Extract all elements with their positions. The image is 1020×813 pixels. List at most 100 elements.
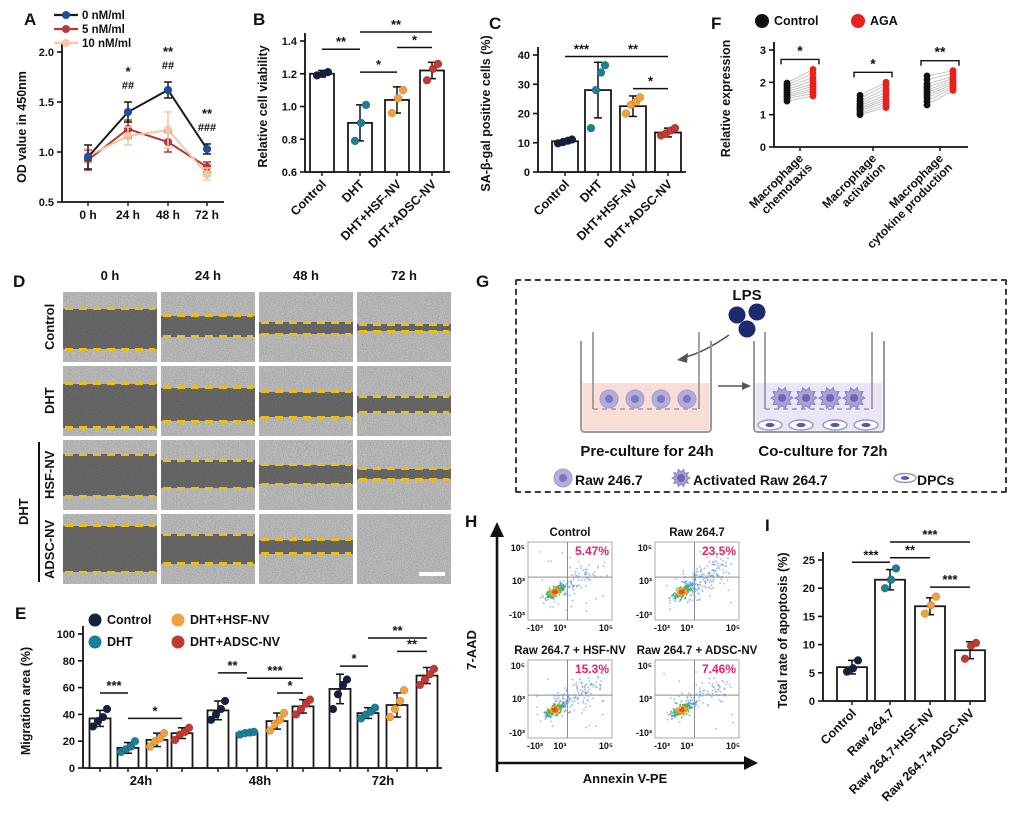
svg-text:**: ** <box>227 658 238 673</box>
svg-text:5.47%: 5.47% <box>575 544 609 558</box>
svg-text:Control: Control <box>531 177 572 218</box>
scratch-gap-band <box>259 464 353 485</box>
svg-text:10 nM/ml: 10 nM/ml <box>82 38 131 50</box>
svg-text:Annexin V-PE: Annexin V-PE <box>583 771 668 786</box>
scratch-gap-band <box>357 324 451 332</box>
d-row-label-control: Control <box>42 303 57 351</box>
panel-i-label: I <box>765 516 770 535</box>
svg-text:20: 20 <box>518 109 530 121</box>
svg-text:2: 2 <box>760 77 766 89</box>
scratch-edge-dashed-line <box>359 394 449 398</box>
scratch-edge-dashed-line <box>359 329 449 333</box>
svg-text:1.4: 1.4 <box>282 36 298 48</box>
svg-text:0.6: 0.6 <box>282 167 297 179</box>
panel-h-label: H <box>465 512 478 531</box>
svg-text:**: ** <box>392 623 403 638</box>
svg-text:-10³: -10³ <box>509 610 525 620</box>
svg-text:Raw 264.7 + ADSC-NV: Raw 264.7 + ADSC-NV <box>637 645 758 657</box>
svg-text:48h: 48h <box>249 773 271 788</box>
svg-text:40: 40 <box>518 50 530 62</box>
svg-text:AGA: AGA <box>870 14 898 28</box>
svg-text:72 h: 72 h <box>195 208 219 222</box>
svg-text:7-AAD: 7-AAD <box>464 630 479 670</box>
scratch-edge-dashed-line <box>261 552 351 556</box>
d-col-header-72h: 72 h <box>390 268 417 283</box>
svg-text:1.2: 1.2 <box>282 69 297 81</box>
svg-text:10⁵: 10⁵ <box>726 741 740 751</box>
svg-text:DHT: DHT <box>107 635 133 649</box>
svg-text:0.8: 0.8 <box>282 134 297 146</box>
svg-text:10⁵: 10⁵ <box>599 623 613 633</box>
scratch-gap-band <box>161 315 255 337</box>
svg-text:**: ** <box>202 106 213 121</box>
svg-text:100: 100 <box>57 629 75 641</box>
svg-text:Migration area (%): Migration area (%) <box>19 647 33 755</box>
svg-text:10⁵: 10⁵ <box>599 741 613 751</box>
svg-text:40: 40 <box>63 709 75 721</box>
preculture-caption: Pre-culture for 24h <box>580 443 714 460</box>
svg-text:-10³: -10³ <box>636 610 652 620</box>
d-row-label-dht: DHT <box>42 387 57 415</box>
scratch-gap-band <box>63 454 157 496</box>
svg-text:24 h: 24 h <box>116 208 140 222</box>
svg-text:1.0: 1.0 <box>282 102 297 114</box>
svg-text:30: 30 <box>518 79 530 91</box>
svg-text:1.5: 1.5 <box>39 97 54 109</box>
coculture-diagram-box: LPS Pre-culture for 24h Co-culture for 7… <box>515 279 1007 493</box>
svg-text:10: 10 <box>803 640 815 652</box>
svg-text:*: * <box>351 651 357 666</box>
panel-e-label: E <box>15 604 27 623</box>
svg-text:##: ## <box>162 60 174 72</box>
svg-text:10⁵: 10⁵ <box>511 661 525 671</box>
svg-text:**: ** <box>163 44 174 59</box>
svg-text:72h: 72h <box>372 773 394 788</box>
scratch-edge-dashed-line <box>261 332 351 336</box>
svg-text:10⁵: 10⁵ <box>511 543 525 553</box>
panel-b-label: B <box>253 10 266 29</box>
d-col-header-48h: 48 h <box>292 268 319 283</box>
svg-text:10³: 10³ <box>553 741 566 751</box>
svg-text:*: * <box>125 64 131 79</box>
legend-dpcs: DPCs <box>917 472 955 488</box>
d-col-header-24h: 24 h <box>194 268 221 283</box>
svg-text:10⁵: 10⁵ <box>638 543 652 553</box>
svg-text:3: 3 <box>760 45 766 57</box>
scratch-gap-band <box>63 308 157 350</box>
svg-text:20: 20 <box>63 736 75 748</box>
scratch-gap-band <box>63 383 157 428</box>
scratch-edge-dashed-line <box>261 390 351 394</box>
svg-text:1.0: 1.0 <box>39 147 54 159</box>
scratch-image-dht-0h <box>63 366 157 436</box>
svg-text:0: 0 <box>809 696 815 708</box>
scratch-edge-dashed-line <box>65 494 155 498</box>
svg-text:Relative cell viability: Relative cell viability <box>256 45 270 167</box>
dht-group-bracket <box>38 442 40 582</box>
scratch-edge-dashed-line <box>359 322 449 326</box>
svg-text:-10³: -10³ <box>527 623 543 633</box>
svg-text:2.0: 2.0 <box>39 47 54 59</box>
svg-text:*: * <box>870 55 876 71</box>
panel-f-label: F <box>711 14 722 33</box>
svg-text:80: 80 <box>63 656 75 668</box>
scratch-gap-band <box>259 322 353 334</box>
legend-raw2467: Raw 246.7 <box>575 472 643 488</box>
svg-text:10: 10 <box>518 138 530 150</box>
scratch-image-control-48h <box>259 292 353 362</box>
svg-text:***: *** <box>574 41 590 56</box>
scratch-edge-dashed-line <box>163 486 253 490</box>
svg-text:1: 1 <box>760 110 766 122</box>
svg-text:###: ### <box>198 122 216 134</box>
scratch-image-control-72h <box>357 292 451 362</box>
panel-c-label: C <box>489 14 502 33</box>
svg-text:7.46%: 7.46% <box>702 662 736 676</box>
svg-text:**: ** <box>628 41 639 56</box>
svg-text:*: * <box>152 703 158 718</box>
svg-text:Total rate of apoptosis (%): Total rate of apoptosis (%) <box>776 552 790 708</box>
scratch-edge-dashed-line <box>163 458 253 462</box>
svg-text:***: *** <box>922 527 938 542</box>
scratch-gap-band <box>259 391 353 418</box>
scratch-gap-band <box>63 525 157 573</box>
svg-text:**: ** <box>407 636 418 651</box>
svg-text:0.5: 0.5 <box>39 197 54 209</box>
